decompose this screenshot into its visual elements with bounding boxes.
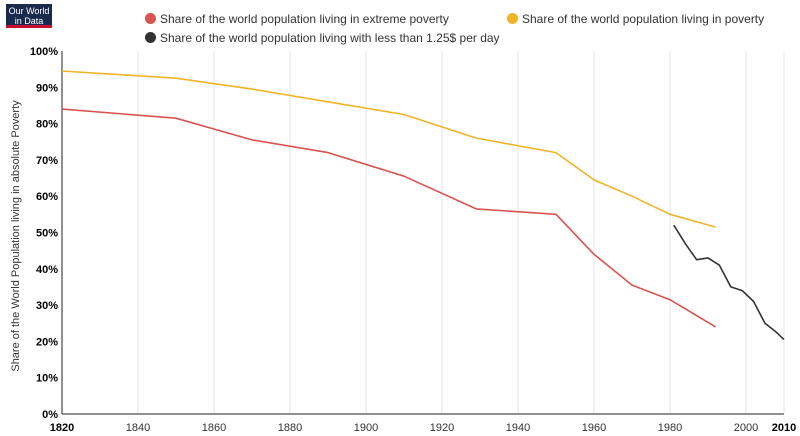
- x-tick-label: 1840: [126, 422, 150, 434]
- series-line-extreme-poverty: [61, 108, 717, 328]
- x-tick-label: 1880: [278, 422, 302, 434]
- logo-line-2: in Data: [14, 16, 44, 26]
- legend-item-less-than-1-25[interactable]: Share of the world population living wit…: [145, 31, 500, 45]
- legend-item-extreme-poverty[interactable]: Share of the world population living in …: [145, 12, 449, 26]
- y-tick-label: 20%: [36, 336, 58, 348]
- y-tick-label: 30%: [36, 300, 58, 312]
- legend-item-poverty[interactable]: Share of the world population living in …: [507, 12, 764, 26]
- x-tick-label: 1900: [354, 422, 378, 434]
- x-tick-label: 1980: [658, 422, 682, 434]
- logo-line-1: Our World: [8, 6, 50, 16]
- y-tick-label: 70%: [36, 155, 58, 167]
- x-tick-label: 2000: [734, 422, 758, 434]
- series-line-poverty: [61, 70, 716, 228]
- legend-label-less-than-1-25: Share of the world population living wit…: [160, 31, 500, 45]
- series-line-less-than-1-25: [673, 224, 785, 341]
- legend-label-poverty: Share of the world population living in …: [522, 12, 765, 26]
- x-tick-label: 1860: [202, 422, 226, 434]
- y-tick-label: 10%: [36, 373, 58, 385]
- legend-swatch-extreme-poverty: [145, 13, 156, 24]
- x-tick-label: 1820: [50, 422, 74, 434]
- y-tick-label: 50%: [36, 228, 58, 240]
- y-tick-label: 100%: [30, 46, 58, 58]
- legend-swatch-less-than-1-25: [145, 32, 156, 43]
- legend-swatch-poverty: [507, 13, 518, 24]
- legend-label-extreme-poverty: Share of the world population living in …: [160, 12, 449, 26]
- y-tick-label: 60%: [36, 191, 58, 203]
- x-tick-label: 2010: [772, 422, 796, 434]
- y-tick-label: 0%: [42, 409, 58, 421]
- y-tick-label: 90%: [36, 82, 58, 94]
- x-tick-label: 1920: [430, 422, 454, 434]
- x-tick-label: 1960: [582, 422, 606, 434]
- y-tick-label: 40%: [36, 264, 58, 276]
- x-tick-label: 1940: [506, 422, 530, 434]
- y-tick-label: 80%: [36, 119, 58, 131]
- our-world-in-data-logo[interactable]: Our World in Data: [6, 4, 52, 28]
